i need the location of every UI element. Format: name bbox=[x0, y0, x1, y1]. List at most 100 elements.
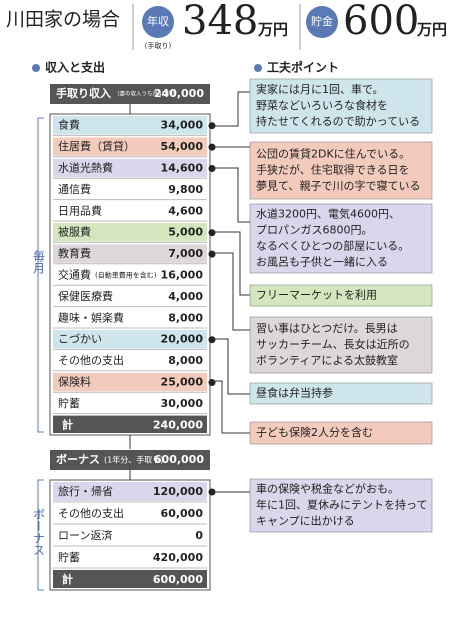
tip-box bbox=[249, 316, 433, 374]
tip-text: フリーマーケットを利用 bbox=[256, 289, 377, 302]
tip-text: 習い事はひとつだけ。長男は bbox=[256, 322, 398, 335]
total-row bbox=[53, 570, 207, 588]
connector-dot bbox=[208, 250, 216, 258]
savings-value: 600 bbox=[343, 0, 419, 44]
tip-box bbox=[249, 141, 433, 200]
tip-text: 実家には月に1回、車で。 bbox=[256, 82, 384, 96]
tip-text: 水道3200円、電気4600円、 bbox=[256, 207, 400, 221]
row-name: その他の支出 bbox=[58, 506, 124, 520]
row-value: 30,000 bbox=[161, 397, 204, 410]
row-bg bbox=[53, 330, 207, 349]
income-note: （妻の収入うち月4万円） bbox=[114, 90, 178, 98]
section-title: 収入と支出 bbox=[45, 60, 105, 75]
row-name: 保健医療費 bbox=[58, 289, 113, 303]
connector bbox=[212, 231, 250, 296]
row-name: ローン返済 bbox=[58, 528, 112, 542]
connector bbox=[212, 91, 250, 127]
income-unit: 万円 bbox=[257, 21, 288, 39]
total-value: 600,000 bbox=[153, 573, 203, 586]
tip-text: ボランティアによる太鼓教室 bbox=[256, 353, 398, 367]
total-name: 計 bbox=[62, 417, 73, 431]
row-bg bbox=[53, 482, 207, 501]
section-title: 工夫ポイント bbox=[267, 60, 339, 75]
row-name: 貯蓄 bbox=[58, 397, 80, 410]
tip-text: 野菜などいろいろな食材を bbox=[256, 98, 388, 112]
row-name: 貯蓄 bbox=[58, 551, 80, 564]
income-box bbox=[50, 450, 210, 470]
bullet bbox=[32, 64, 40, 72]
tip-text: 持たせてくれるので助かっている bbox=[256, 114, 420, 128]
bracket bbox=[37, 117, 44, 591]
tip-text: プロパンガス6800円。 bbox=[256, 224, 373, 237]
tip-text: 公団の賃貸2DKに住んでいる。 bbox=[256, 147, 410, 161]
row-value: 120,000 bbox=[153, 485, 203, 498]
row-value: 4,000 bbox=[168, 290, 203, 303]
row-value: 34,000 bbox=[161, 119, 204, 132]
connector bbox=[212, 380, 250, 434]
tip-text: サッカーチーム、長女は近所の bbox=[256, 337, 410, 351]
total-row bbox=[53, 415, 207, 433]
tip-text: 子ども保険2人分を含む bbox=[256, 425, 373, 439]
row-value: 54,000 bbox=[161, 140, 204, 153]
row-bg bbox=[53, 116, 207, 135]
savings-label: 貯金 bbox=[311, 14, 333, 28]
row-bg bbox=[53, 137, 207, 156]
bullet bbox=[254, 64, 262, 72]
row-bg bbox=[53, 158, 207, 178]
row-value: 8,000 bbox=[168, 354, 203, 367]
row-bg bbox=[53, 372, 207, 392]
income-note: (手取り) bbox=[145, 41, 172, 50]
row-value: 7,000 bbox=[168, 247, 203, 260]
row-name: 被服費 bbox=[58, 225, 91, 239]
row-name: 食費 bbox=[58, 118, 80, 132]
income-value: 240,000 bbox=[154, 87, 204, 100]
title: 川田家の場合 bbox=[6, 9, 120, 31]
income-label: 年収 bbox=[147, 14, 169, 28]
total-name: 計 bbox=[62, 572, 73, 586]
income-value: 600,000 bbox=[154, 453, 204, 466]
row-value: 420,000 bbox=[153, 551, 203, 564]
tip-text: 年に1回、夏休みにテントを持って bbox=[256, 498, 427, 512]
income-name: 手取り収入 bbox=[56, 86, 111, 100]
tip-text: 車の保険や税金などがおも。 bbox=[256, 482, 399, 496]
tip-text: 夢見て、親子で川の字で寝ている bbox=[256, 179, 420, 193]
row-name: 教育費 bbox=[58, 246, 91, 260]
income-badge bbox=[142, 6, 174, 38]
row-value: 0 bbox=[195, 529, 203, 542]
row-value: 14,600 bbox=[161, 162, 204, 175]
row-name: 通信費 bbox=[58, 182, 91, 196]
tip-text: キャンプに出かける bbox=[256, 514, 355, 528]
tip-text: 手狭だが、住宅取得できる日を bbox=[256, 163, 410, 177]
tip-text: 昼食は弁当持参 bbox=[256, 386, 333, 400]
row-value: 20,000 bbox=[161, 333, 204, 346]
row-value: 4,600 bbox=[168, 204, 203, 217]
row-value: 8,000 bbox=[168, 311, 203, 324]
row-name: 水道光熱費 bbox=[58, 161, 113, 175]
row-name: 保険料 bbox=[58, 375, 91, 389]
income-box bbox=[50, 84, 210, 104]
row-name: 趣味・娯楽費 bbox=[58, 310, 124, 324]
row-name: こづかい bbox=[58, 333, 102, 346]
row-name: 交通費 bbox=[58, 268, 91, 282]
row-value: 5,000 bbox=[168, 226, 203, 239]
tip-box bbox=[249, 78, 433, 134]
connector bbox=[212, 167, 250, 223]
income-name: ボーナス bbox=[56, 452, 100, 466]
row-value: 25,000 bbox=[161, 376, 204, 389]
tip-box bbox=[249, 478, 433, 533]
row-note: (自動車費用を含む) bbox=[95, 271, 157, 280]
row-name: 住居費（賃貸） bbox=[58, 139, 135, 153]
row-value: 60,000 bbox=[161, 507, 204, 520]
tip-text: お風呂も子供と一緒に入る bbox=[256, 255, 388, 269]
connector-dot bbox=[208, 379, 216, 386]
tip-text: なるべくひとつの部屋にいる。 bbox=[256, 239, 409, 253]
row-value: 16,000 bbox=[161, 269, 204, 282]
row-bg bbox=[53, 244, 207, 263]
income-value: 348 bbox=[182, 0, 258, 44]
connector bbox=[212, 252, 250, 331]
row-value: 9,800 bbox=[168, 183, 203, 196]
total-value: 240,000 bbox=[153, 418, 203, 431]
row-name: その他の支出 bbox=[58, 353, 124, 367]
savings-badge bbox=[306, 6, 338, 38]
